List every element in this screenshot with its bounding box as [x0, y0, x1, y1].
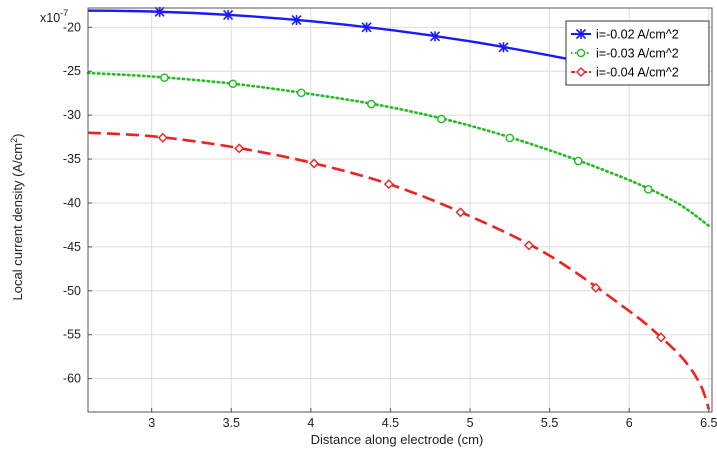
series-marker [576, 48, 586, 58]
series-marker [575, 28, 587, 40]
legend-item: i=-0.04 A/cm^2 [571, 66, 679, 80]
y-axis-label: Local current density (A/cm2) [9, 134, 25, 301]
series-marker [576, 67, 586, 77]
y-multiplier-exponent: -7 [60, 8, 68, 18]
y-axis-label-main: Local current density (A/cm [10, 143, 25, 301]
y-tick-label: -40 [63, 196, 81, 210]
series-marker [523, 240, 534, 251]
legend-label: i=-0.02 A/cm^2 [596, 28, 679, 42]
x-tick-label: 4 [307, 416, 314, 430]
x-axis: 3 3.5 4 4.5 5 5.5 6 6.5 [148, 408, 717, 430]
y-multiplier: x10-7 [40, 8, 68, 25]
x-tick-label: 6 [626, 416, 633, 430]
series-2 [86, 71, 711, 228]
y-tick-label: -20 [63, 20, 81, 34]
series-group [86, 6, 711, 410]
series-marker [157, 132, 168, 143]
series-marker [297, 88, 306, 98]
series-marker [437, 114, 446, 124]
legend: i=-0.02 A/cm^2 i=-0.03 A/cm^2 i=-0.04 A/cm… [565, 20, 710, 86]
series-marker [383, 179, 394, 190]
series-marker [234, 143, 245, 154]
y-tick-label: -35 [63, 152, 81, 166]
legend-item: i=-0.02 A/cm^2 [571, 28, 679, 42]
series-marker [498, 42, 509, 53]
y-tick-label: -50 [63, 284, 81, 298]
y-tick-label: -60 [63, 372, 81, 386]
legend-label: i=-0.03 A/cm^2 [596, 47, 679, 61]
y-axis: -20 -25 -30 -35 -40 -45 -50 -55 -60 [63, 20, 92, 386]
legend-label: i=-0.04 A/cm^2 [596, 66, 679, 80]
plot-frame [87, 7, 713, 413]
series-marker [590, 282, 601, 293]
x-tick-label: 6.5 [700, 416, 717, 430]
series-marker [291, 15, 302, 26]
y-tick-label: -25 [63, 64, 81, 78]
series-3 [87, 131, 711, 410]
series-marker [429, 31, 441, 42]
y-axis-label-superscript: 2 [9, 138, 19, 143]
y-tick-label: -55 [63, 328, 81, 342]
x-tick-label: 3.5 [223, 416, 240, 430]
series-marker [309, 158, 320, 169]
series-marker [505, 133, 515, 143]
y-tick-label: -30 [63, 108, 81, 122]
series-marker [573, 156, 583, 166]
y-tick-label: -45 [63, 240, 81, 254]
series-marker [160, 73, 169, 82]
x-tick-label: 3 [148, 416, 155, 430]
x-axis-label: Distance along electrode (cm) [311, 432, 484, 447]
series-marker [228, 79, 238, 89]
series-marker [223, 9, 234, 20]
series-marker [644, 184, 653, 194]
series-marker [656, 332, 667, 343]
x-tick-label: 4.5 [382, 416, 399, 430]
y-multiplier-base: x10 [40, 11, 60, 25]
series-marker [455, 207, 466, 218]
series-marker [154, 6, 165, 17]
y-axis-label-tail: ) [10, 134, 25, 138]
x-tick-label: 5 [467, 416, 474, 430]
legend-item: i=-0.03 A/cm^2 [571, 47, 679, 61]
series-line [87, 131, 711, 410]
series-marker [367, 99, 376, 109]
x-tick-label: 5.5 [541, 416, 558, 430]
series-marker [361, 22, 372, 33]
legend-box [565, 20, 710, 86]
